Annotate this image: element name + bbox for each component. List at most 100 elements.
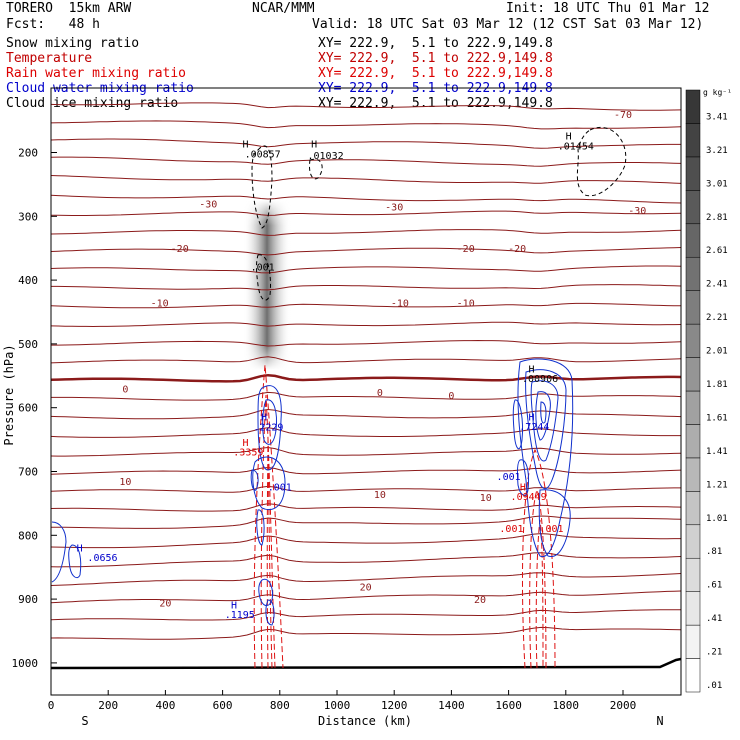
model-title: TORERO 15km ARW	[6, 1, 132, 16]
colorbar-label: 2.21	[706, 313, 728, 323]
x-axis-label: Distance (km)	[318, 714, 412, 728]
organization: NCAR/MMM	[252, 1, 315, 16]
y-tick-label: 200	[18, 147, 38, 160]
max-value-label: H	[566, 132, 572, 143]
cloud-water-contours	[51, 358, 574, 626]
forecast-hour: Fcst: 48 h	[6, 17, 100, 32]
isotherm	[51, 302, 681, 309]
colorbar-swatch	[685, 557, 701, 592]
max-value-label: .2229	[253, 423, 283, 434]
temperature-label: 10	[374, 490, 386, 501]
temperature-label: -30	[628, 206, 646, 217]
max-value-label: .7244	[519, 422, 549, 433]
isotherm	[51, 356, 681, 364]
colorbar-label: 2.61	[706, 246, 728, 256]
field-cloudwater-name: Cloud water mixing ratio	[6, 81, 194, 96]
max-value-label: .00857	[245, 150, 281, 161]
colorbar-swatch	[685, 223, 701, 258]
isotherm	[51, 552, 681, 568]
temperature-label: -10	[457, 298, 475, 309]
colorbar-swatch	[685, 424, 701, 459]
temperature-label: 10	[480, 493, 492, 504]
field-snow-xy: XY= 222.9, 5.1 to 222.9,149.8	[318, 36, 553, 51]
y-tick-label: 1000	[12, 657, 39, 670]
isotherm	[51, 247, 681, 256]
isotherm	[51, 156, 681, 167]
colorbar-label: 1.41	[706, 447, 728, 457]
isotherm	[51, 229, 681, 236]
max-value-label: .001	[497, 472, 521, 483]
max-value-label: .1195	[225, 610, 255, 621]
x-tick-label: 1600	[495, 699, 522, 712]
x-tick-label: 400	[155, 699, 175, 712]
isotherm	[51, 572, 681, 586]
colorbar-swatch	[685, 491, 701, 526]
ground-line	[51, 657, 681, 670]
colorbar-swatch	[685, 591, 701, 626]
colorbar-label: 2.41	[706, 280, 728, 290]
x-tick-label: 1800	[553, 699, 580, 712]
isotherm	[51, 446, 681, 457]
temperature-isotherms	[51, 102, 681, 640]
colorbar-label: 1.61	[706, 413, 728, 423]
field-temperature-name: Temperature	[6, 51, 93, 66]
x-tick-label: 800	[270, 699, 290, 712]
max-value-label: .09449	[511, 492, 547, 503]
field-snow-name: Snow mixing ratio	[6, 36, 140, 51]
temperature-label: -20	[457, 244, 475, 255]
y-axis-label: Pressure (hPa)	[2, 344, 16, 445]
max-value-label: .001	[251, 263, 275, 274]
temperature-label: -10	[151, 298, 169, 309]
temperature-label: 10	[119, 477, 131, 488]
x-tick-label: 200	[98, 699, 118, 712]
x-tick-label: 0	[48, 699, 55, 712]
colorbar-label: .01	[706, 681, 722, 691]
plot-frame	[50, 87, 682, 696]
y-tick-label: 900	[18, 593, 38, 606]
colorbar: .01 .21 .41 .61 .81 1.01 1.21 1.41 1.61 1.81 2.01 2…	[685, 89, 728, 693]
isotherm	[51, 210, 681, 216]
isotherm	[51, 284, 681, 291]
north-label: N	[656, 714, 663, 728]
max-value-label: H	[528, 412, 534, 423]
colorbar-label: 1.01	[706, 514, 728, 524]
y-tick-label: 800	[18, 529, 38, 542]
isotherm	[51, 533, 681, 549]
max-value-label: H	[242, 139, 248, 150]
x-tick-label: 1000	[324, 699, 351, 712]
colorbar-label: 3.01	[706, 179, 728, 189]
x-tick-label: 600	[213, 699, 233, 712]
isotherm	[51, 265, 681, 274]
y-tick-label: 300	[18, 210, 38, 223]
isotherm	[51, 609, 681, 621]
temperature-label: -70	[614, 110, 632, 121]
isotherm	[51, 321, 681, 328]
max-value-label: H	[528, 365, 534, 376]
isotherm	[51, 503, 681, 512]
y-axis: 200 300 400 500 600 700 800 900 1000	[12, 147, 57, 670]
isotherm	[51, 590, 681, 604]
x-tick-label: 1200	[381, 699, 408, 712]
colorbar-unit: g kg⁻¹	[703, 88, 732, 97]
max-value-label: H	[261, 412, 267, 423]
max-value-label: .001	[499, 524, 523, 535]
isotherm	[51, 626, 681, 640]
colorbar-swatch	[685, 457, 701, 492]
isotherm	[51, 339, 681, 347]
temperature-label: 20	[159, 598, 171, 609]
temperature-label: 0	[122, 385, 128, 396]
max-value-label: H	[231, 601, 237, 612]
colorbar-swatch	[685, 190, 701, 225]
isotherm	[51, 408, 681, 420]
temperature-label: -20	[508, 244, 526, 255]
max-value-label: .00906	[522, 374, 558, 385]
colorbar-label: 3.41	[706, 112, 728, 122]
colorbar-swatch	[685, 256, 701, 291]
colorbar-swatch	[685, 89, 701, 124]
colorbar-swatch	[685, 156, 701, 191]
isotherm	[51, 466, 681, 475]
field-rain-xy: XY= 222.9, 5.1 to 222.9,149.8	[318, 66, 553, 81]
colorbar-swatch	[685, 357, 701, 392]
field-rain-name: Rain water mixing ratio	[6, 66, 187, 81]
